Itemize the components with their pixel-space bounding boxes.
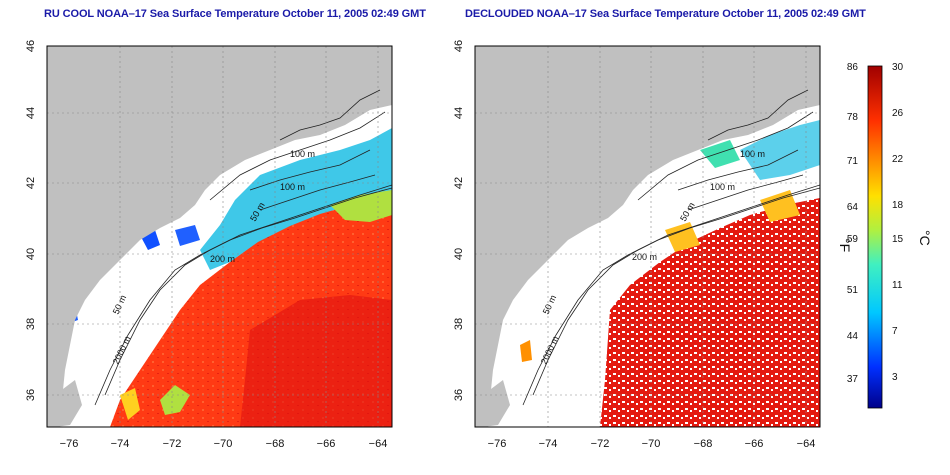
fahrenheit-tick: 51 — [847, 285, 859, 296]
celsius-tick: 22 — [892, 154, 904, 165]
left-contours — [94, 89, 392, 406]
left-ytick: 36 — [25, 389, 37, 401]
right-xtick: −74 — [539, 438, 558, 450]
right-xtick: −64 — [797, 438, 816, 450]
left-contour-label-1: 100 m — [290, 149, 315, 159]
right-cool-water — [740, 120, 820, 180]
celsius-tick: 7 — [892, 326, 898, 337]
left-xtick: −64 — [369, 438, 388, 450]
right-ytick: 36 — [453, 389, 465, 401]
left-map-frame — [46, 45, 393, 428]
left-ytick: 40 — [25, 248, 37, 260]
colorbar-gradient — [867, 65, 883, 409]
left-grid — [47, 46, 392, 427]
left-xtick: −76 — [60, 438, 79, 450]
fahrenheit-tick: 59 — [847, 234, 859, 245]
left-blue-patch-3 — [175, 225, 200, 246]
right-ytick: 42 — [453, 177, 465, 189]
celsius-tick: 3 — [892, 372, 898, 383]
fahrenheit-label: °F — [837, 238, 853, 252]
right-contour-label-1: 100 m — [740, 149, 765, 159]
right-xtick: −72 — [591, 438, 610, 450]
right-ytick: 46 — [453, 40, 465, 52]
left-xtick: −70 — [214, 438, 233, 450]
left-ytick: 46 — [25, 40, 37, 52]
right-cool-patch — [700, 140, 740, 168]
right-xtick: −66 — [745, 438, 764, 450]
title-left: RU COOL NOAA–17 Sea Surface Temperature … — [44, 8, 426, 20]
left-xtick: −66 — [317, 438, 336, 450]
right-ytick: 40 — [453, 248, 465, 260]
left-xtick: −74 — [111, 438, 130, 450]
right-map-panel: 100 m 100 m 50 m 200 m 50 m 2000 m −76 −… — [453, 40, 821, 450]
right-contours — [522, 89, 820, 406]
right-map-frame — [474, 45, 821, 428]
right-yellow-patch-2 — [665, 222, 700, 252]
left-ytick: 38 — [25, 318, 37, 330]
right-grid — [475, 46, 820, 427]
colorbar-celsius-ticks: 30 26 22 18 15 11 7 3 — [892, 62, 904, 383]
left-ytick: 44 — [25, 107, 37, 119]
right-warm-water — [600, 198, 820, 427]
right-xtick: −76 — [488, 438, 507, 450]
right-xtick: −70 — [642, 438, 661, 450]
fahrenheit-tick: 64 — [847, 202, 859, 213]
left-xtick: −72 — [163, 438, 182, 450]
left-xtick: −68 — [266, 438, 285, 450]
right-land-patch — [483, 380, 510, 427]
celsius-tick: 11 — [892, 280, 903, 291]
right-xtick: −68 — [694, 438, 713, 450]
left-ytick: 42 — [25, 177, 37, 189]
left-mid-patch — [160, 385, 190, 415]
right-y-ticks: 46 44 42 40 38 36 — [453, 40, 465, 401]
title-right: DECLOUDED NOAA–17 Sea Surface Temperatur… — [465, 8, 866, 20]
right-contour-label-2: 100 m — [710, 182, 735, 192]
right-land — [475, 46, 820, 427]
left-yellow-patch — [120, 388, 140, 420]
fahrenheit-tick: 71 — [847, 156, 859, 167]
fahrenheit-tick: 86 — [847, 62, 859, 73]
right-x-ticks: −76 −74 −72 −70 −68 −66 −64 — [488, 438, 816, 450]
left-map-panel: 100 m 100 m 50 m 200 m 50 m 2000 m −76 −… — [25, 40, 393, 450]
left-contour-label-2: 100 m — [280, 182, 305, 192]
left-y-ticks: 46 44 42 40 38 36 — [25, 40, 37, 401]
left-land — [47, 46, 392, 427]
left-hot-water — [240, 295, 392, 427]
celsius-tick: 26 — [892, 108, 904, 119]
left-land-patch — [55, 380, 82, 427]
right-yellow-patch-1 — [760, 190, 800, 222]
fahrenheit-tick: 37 — [847, 374, 859, 385]
right-orange-patch — [520, 340, 532, 362]
fahrenheit-tick: 78 — [847, 112, 859, 123]
celsius-label: °C — [917, 230, 933, 246]
left-x-ticks: −76 −74 −72 −70 −68 −66 −64 — [60, 438, 388, 450]
colorbar-fahrenheit-ticks: 86 78 71 64 59 51 44 37 — [847, 62, 859, 385]
left-mid-water — [330, 190, 392, 222]
right-ytick: 44 — [453, 107, 465, 119]
celsius-tick: 15 — [892, 234, 904, 245]
right-contour-label-4: 200 m — [632, 252, 657, 262]
left-contour-label-4: 200 m — [210, 254, 235, 264]
colorbar: 86 78 71 64 59 51 44 37 30 26 22 18 15 1… — [837, 62, 933, 409]
right-ytick: 38 — [453, 318, 465, 330]
left-cool-water — [200, 128, 392, 270]
celsius-tick: 18 — [892, 200, 904, 211]
celsius-tick: 30 — [892, 62, 904, 73]
fahrenheit-tick: 44 — [847, 331, 859, 342]
